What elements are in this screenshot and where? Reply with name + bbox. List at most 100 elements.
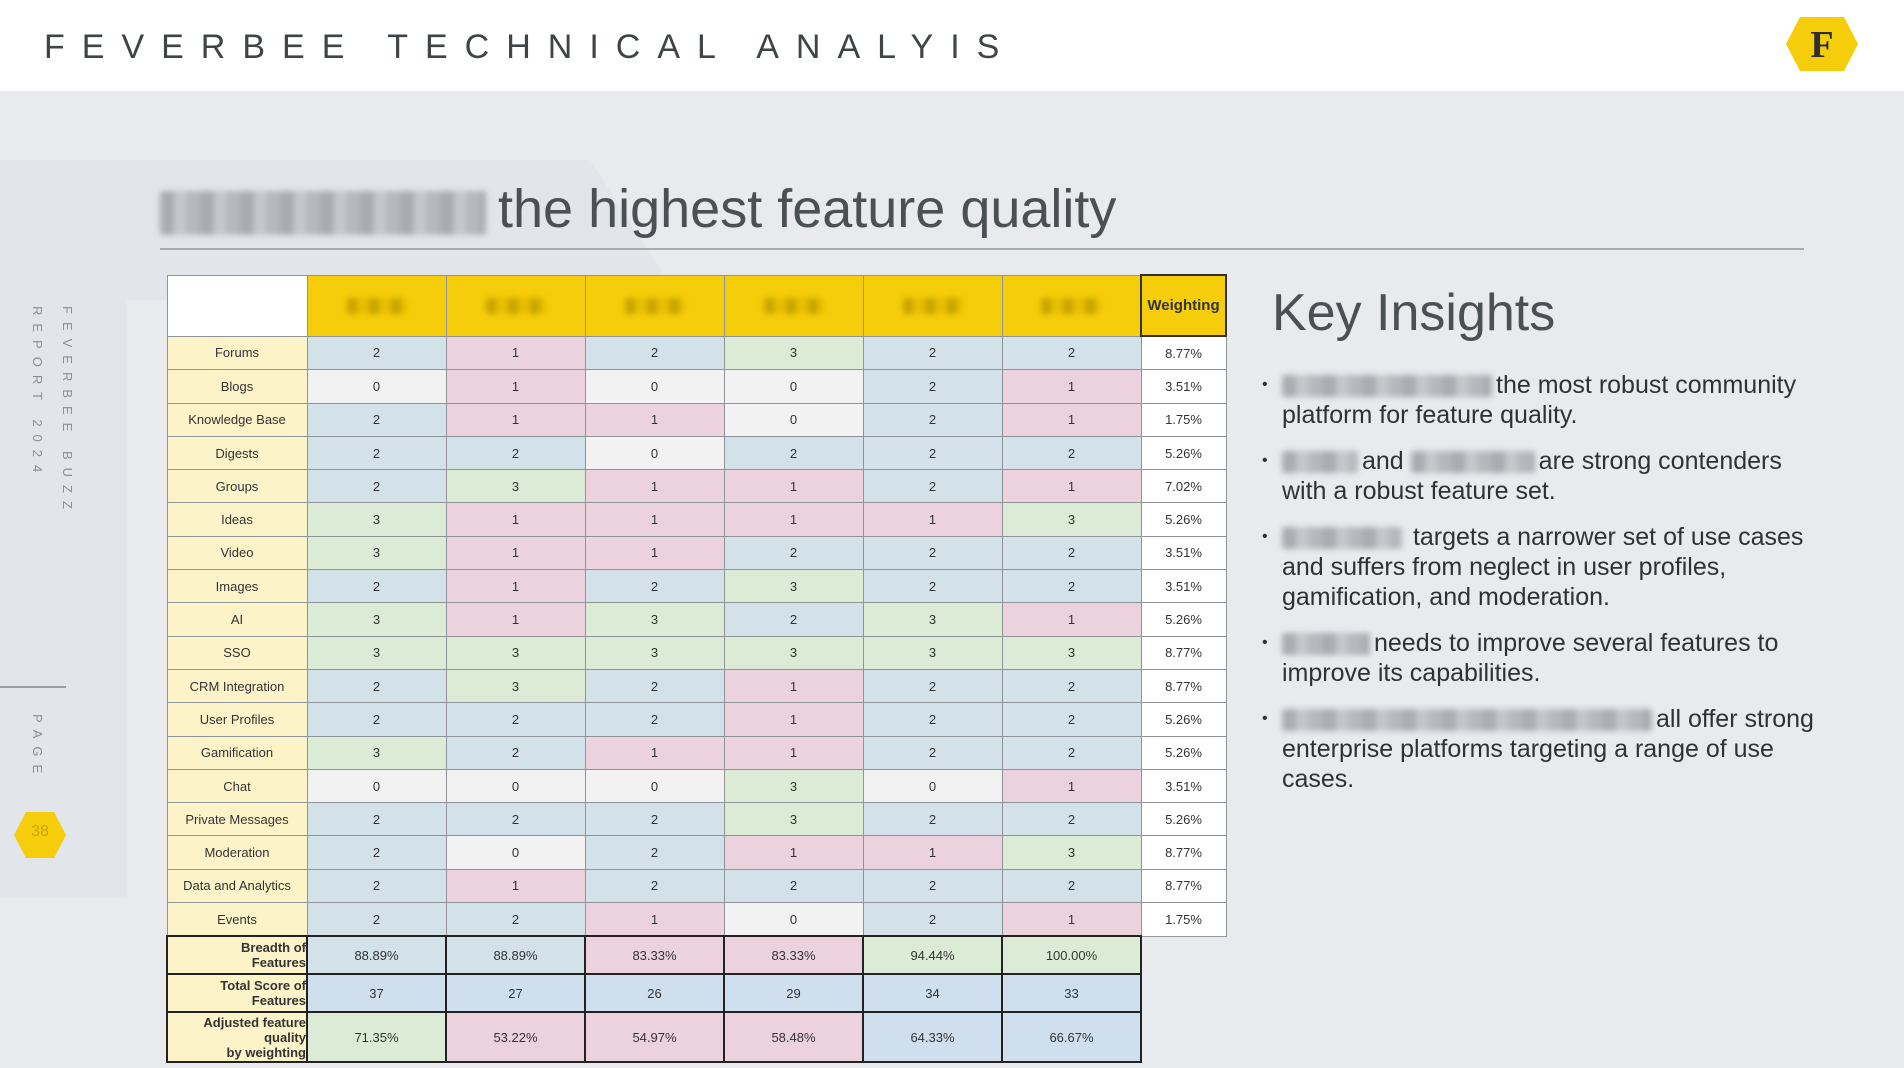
- score-cell: 2: [862, 569, 1003, 604]
- row-label: CRM Integration: [166, 668, 308, 704]
- logo-letter: F: [1810, 24, 1833, 66]
- score-cell: 0: [306, 369, 447, 404]
- score-cell: 1: [445, 535, 586, 571]
- redacted-platform-header: [584, 274, 725, 337]
- score-cell: 1: [445, 502, 586, 537]
- score-cell: 2: [306, 435, 447, 471]
- insight-item: and are strong contenders with a robust …: [1262, 446, 1832, 506]
- score-cell: 2: [862, 802, 1003, 837]
- score-cell: 2: [1001, 868, 1142, 904]
- table-row: Gamification 3 2 1 1 2 2 5.26%: [166, 735, 1227, 770]
- summary-label-line: quality: [264, 1029, 306, 1045]
- row-label: Ideas: [166, 502, 308, 537]
- score-cell: 3: [584, 602, 725, 637]
- summary-label-line: Total Score of: [220, 978, 306, 994]
- score-cell: 3: [306, 735, 447, 770]
- score-cell: 2: [862, 668, 1003, 704]
- feature-quality-table: Weighting Forums 2 1 2 3 2 2 8.77% Blogs 0 1 0 0 2 1 3.5…: [166, 274, 1227, 1064]
- header-bar: FEVERBEE TECHNICAL ANALYIS F: [0, 0, 1904, 91]
- score-cell: 2: [862, 702, 1003, 737]
- row-label: Events: [166, 902, 308, 937]
- row-label: Images: [166, 569, 308, 604]
- score-cell: 1: [445, 369, 586, 404]
- score-cell: 2: [445, 435, 586, 471]
- summary-cell: 53.22%: [445, 1011, 586, 1064]
- summary-cell: 71.35%: [306, 1011, 447, 1064]
- score-cell: 2: [306, 702, 447, 737]
- score-cell: 1: [862, 835, 1003, 870]
- score-cell: 3: [723, 768, 864, 804]
- redacted-text: [1041, 297, 1102, 314]
- redacted-text: [1282, 375, 1492, 398]
- redacted-text: [624, 297, 685, 314]
- score-cell: 0: [723, 902, 864, 937]
- score-cell: 3: [862, 635, 1003, 670]
- summary-cell: 88.89%: [445, 935, 586, 976]
- summary-label-line: by weighting: [226, 1044, 306, 1060]
- summary-label-line: Features: [251, 955, 306, 971]
- score-cell: 3: [306, 635, 447, 670]
- score-cell: 1: [1001, 469, 1142, 504]
- score-cell: 1: [584, 502, 725, 537]
- table-row: Forums 2 1 2 3 2 2 8.77%: [166, 335, 1227, 371]
- score-cell: 2: [862, 469, 1003, 504]
- score-cell: 2: [1001, 702, 1142, 737]
- summary-row: Adjusted feature quality by weighting 71.35…: [166, 1011, 1226, 1064]
- table-row: Chat 0 0 0 3 0 1 3.51%: [166, 768, 1227, 804]
- score-cell: 2: [862, 902, 1003, 937]
- redacted-platform-header: [306, 274, 447, 337]
- summary-label-line: Features: [251, 993, 306, 1009]
- score-cell: 2: [862, 535, 1003, 571]
- empty-cell: [1141, 1012, 1226, 1062]
- score-cell: 2: [1001, 802, 1142, 837]
- score-cell: 3: [723, 569, 864, 604]
- summary-cell: 66.67%: [1001, 1011, 1142, 1064]
- row-label: Digests: [166, 435, 308, 471]
- row-label: User Profiles: [166, 702, 308, 737]
- score-cell: 2: [445, 702, 586, 737]
- score-cell: 2: [584, 335, 725, 371]
- score-cell: 1: [1001, 768, 1142, 804]
- weighting-cell: 8.77%: [1140, 835, 1227, 870]
- feverbee-logo-icon: F: [1786, 17, 1858, 71]
- score-cell: 3: [306, 602, 447, 637]
- weighting-cell: 5.26%: [1140, 502, 1227, 537]
- redacted-text: [902, 297, 963, 314]
- score-cell: 0: [584, 435, 725, 471]
- score-cell: 1: [445, 868, 586, 904]
- score-cell: 1: [584, 535, 725, 571]
- table-row: Data and Analytics 2 1 2 2 2 2 8.77%: [166, 868, 1227, 904]
- page-number: 38: [31, 823, 49, 840]
- score-cell: 1: [1001, 369, 1142, 404]
- side-panel: [0, 288, 127, 898]
- table-row: Digests 2 2 0 2 2 2 5.26%: [166, 435, 1227, 471]
- table-header-row: Weighting: [166, 274, 1227, 337]
- score-cell: 1: [723, 702, 864, 737]
- table-row: Video 3 1 1 2 2 2 3.51%: [166, 535, 1227, 571]
- weighting-cell: 5.26%: [1140, 602, 1227, 637]
- row-label: Blogs: [166, 369, 308, 404]
- row-label: Private Messages: [166, 802, 308, 837]
- summary-cell: 88.89%: [306, 935, 447, 976]
- slide-title-text: the highest feature quality: [498, 179, 1117, 239]
- empty-cell: [1141, 936, 1226, 974]
- summary-cell: 33: [1001, 973, 1142, 1014]
- insight-text: are strong contenders with a robust feat…: [1282, 447, 1782, 505]
- insight-item: targets a narrower set of use cases and …: [1262, 522, 1832, 612]
- table-row: AI 3 1 3 2 3 1 5.26%: [166, 602, 1227, 637]
- summary-cell: 94.44%: [862, 935, 1003, 976]
- insight-text: targets a narrower set of use cases and …: [1282, 523, 1804, 611]
- score-cell: 3: [306, 535, 447, 571]
- redacted-platform-header: [445, 274, 586, 337]
- summary-cell: 37: [306, 973, 447, 1014]
- summary-cell: 27: [445, 973, 586, 1014]
- table-row: User Profiles 2 2 2 1 2 2 5.26%: [166, 702, 1227, 737]
- score-cell: 2: [862, 735, 1003, 770]
- row-label: Forums: [166, 335, 308, 371]
- weighting-cell: 1.75%: [1140, 402, 1227, 437]
- table-row: Groups 2 3 1 1 2 1 7.02%: [166, 469, 1227, 504]
- summary-cell: 26: [584, 973, 725, 1014]
- score-cell: 0: [445, 768, 586, 804]
- insight-text: and: [1362, 447, 1404, 475]
- table-row: Images 2 1 2 3 2 2 3.51%: [166, 569, 1227, 604]
